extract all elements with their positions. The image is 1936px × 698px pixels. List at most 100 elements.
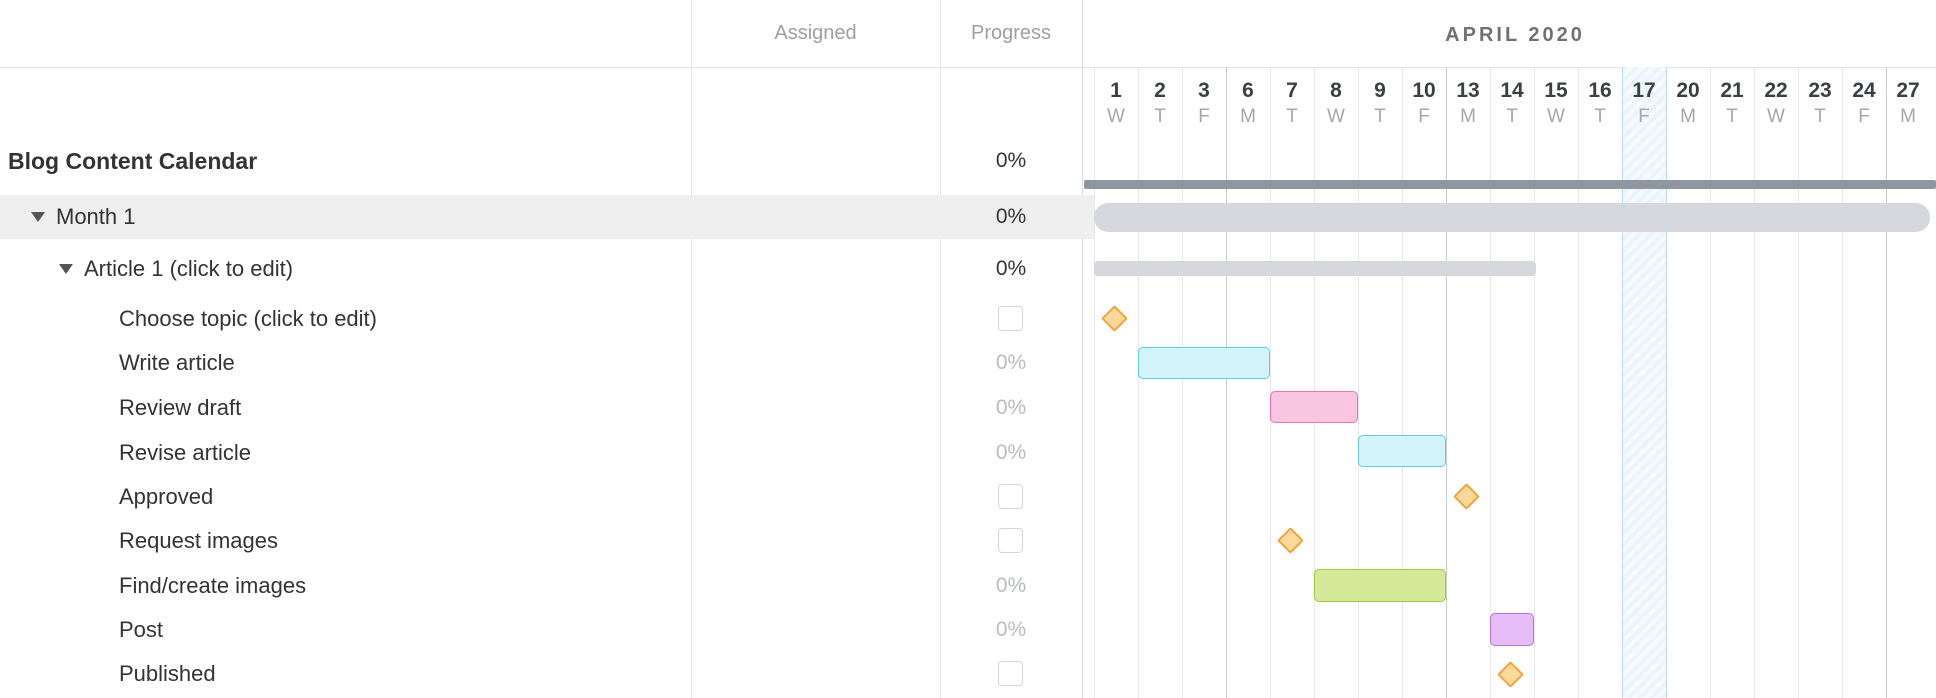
- day-number: 20: [1676, 79, 1700, 102]
- day-weekday: F: [1198, 106, 1210, 127]
- day-number: 24: [1852, 79, 1876, 102]
- progress-value[interactable]: 0%: [995, 618, 1027, 641]
- task-bar-review-draft[interactable]: [1270, 391, 1358, 423]
- header-divider: [0, 67, 1094, 68]
- day-weekday: M: [1680, 106, 1696, 127]
- progress-value[interactable]: 0%: [995, 441, 1027, 464]
- day-header-cell: 23 T: [1798, 78, 1842, 130]
- day-weekday: W: [1547, 106, 1565, 127]
- day-number: 3: [1198, 79, 1210, 102]
- day-number: 23: [1808, 79, 1832, 102]
- today-highlight: [1622, 67, 1667, 698]
- table-row-task[interactable]: Revise article 0%: [0, 431, 1094, 475]
- day-gridline: [1842, 67, 1843, 698]
- task-name[interactable]: Revise article: [119, 440, 252, 465]
- task-name[interactable]: Review draft: [119, 395, 242, 420]
- task-bar-write-article[interactable]: [1138, 347, 1270, 379]
- day-weekday: W: [1767, 106, 1785, 127]
- task-name[interactable]: Write article: [119, 350, 235, 375]
- day-weekday: M: [1900, 106, 1916, 127]
- progress-column-header[interactable]: Progress: [970, 22, 1052, 44]
- day-gridline: [1710, 67, 1711, 698]
- task-name[interactable]: Post: [119, 617, 164, 642]
- collapse-triangle-icon[interactable]: [31, 212, 45, 222]
- task-name[interactable]: Find/create images: [119, 573, 307, 598]
- month-label: APRIL 2020: [1445, 24, 1585, 46]
- table-row-task[interactable]: Review draft 0%: [0, 386, 1094, 430]
- progress-value[interactable]: 0%: [995, 574, 1027, 597]
- table-row-task[interactable]: Choose topic (click to edit): [0, 297, 1094, 341]
- project-name[interactable]: Blog Content Calendar: [8, 148, 258, 174]
- project-summary-bar[interactable]: [1084, 180, 1936, 189]
- month-summary-bar[interactable]: [1094, 203, 1930, 232]
- day-header-cell: 21 T: [1710, 78, 1754, 130]
- day-weekday: W: [1107, 106, 1125, 127]
- header-divider: [1094, 67, 1936, 68]
- group-name[interactable]: Month 1: [56, 204, 136, 229]
- group-name[interactable]: Article 1 (click to edit): [84, 256, 294, 281]
- table-row-project[interactable]: Blog Content Calendar 0%: [0, 139, 1094, 183]
- table-row-month[interactable]: Month 1 0%: [0, 195, 1094, 239]
- day-weekday: F: [1638, 106, 1650, 127]
- table-row-task[interactable]: Request images: [0, 519, 1094, 563]
- table-row-task[interactable]: Find/create images 0%: [0, 564, 1094, 608]
- milestone-checkbox[interactable]: [998, 484, 1023, 509]
- table-row-task[interactable]: Approved: [0, 475, 1094, 519]
- table-row-article[interactable]: Article 1 (click to edit) 0%: [0, 247, 1094, 291]
- day-number: 14: [1500, 79, 1524, 102]
- day-header-cell: 24 F: [1842, 78, 1886, 130]
- table-row-task[interactable]: Post 0%: [0, 608, 1094, 652]
- day-gridline: [1358, 67, 1359, 698]
- progress-value[interactable]: 0%: [995, 351, 1027, 374]
- day-gridline: [1446, 67, 1447, 698]
- task-name[interactable]: Choose topic (click to edit): [119, 306, 377, 331]
- day-weekday: W: [1327, 106, 1345, 127]
- milestone-checkbox[interactable]: [998, 528, 1023, 553]
- day-header-cell: 20 M: [1666, 78, 1710, 130]
- day-number: 22: [1764, 79, 1788, 102]
- column-divider: [1082, 0, 1083, 698]
- day-header-cell: 17 F: [1622, 78, 1666, 130]
- day-gridline: [1534, 67, 1535, 698]
- task-bar-post[interactable]: [1490, 613, 1534, 646]
- assigned-column-header[interactable]: Assigned: [774, 22, 857, 44]
- day-number: 6: [1242, 79, 1254, 102]
- day-gridline: [1402, 67, 1403, 698]
- table-row-task[interactable]: Write article 0%: [0, 341, 1094, 385]
- milestone-diamond[interactable]: [1101, 305, 1128, 332]
- day-number: 21: [1720, 79, 1744, 102]
- collapse-triangle-icon[interactable]: [59, 264, 73, 274]
- day-number: 15: [1544, 79, 1568, 102]
- task-name[interactable]: Request images: [119, 528, 278, 553]
- day-header-cell: 16 T: [1578, 78, 1622, 130]
- timeline-panel: APRIL 2020 1 W 2 T 3 F 6 M 7 T 8 W 9 T 10 F 13 M 14 T 15 W 16 T…: [1084, 0, 1936, 698]
- day-weekday: T: [1814, 106, 1826, 127]
- day-weekday: F: [1418, 106, 1430, 127]
- milestone-checkbox[interactable]: [998, 306, 1023, 331]
- day-header-cell: 27 M: [1886, 78, 1930, 130]
- milestone-diamond[interactable]: [1497, 661, 1524, 688]
- task-name[interactable]: Approved: [119, 484, 214, 509]
- task-bar-revise-article[interactable]: [1358, 435, 1446, 467]
- task-name[interactable]: Published: [119, 661, 216, 686]
- milestone-diamond[interactable]: [1277, 527, 1304, 554]
- milestone-checkbox[interactable]: [998, 661, 1023, 686]
- progress-value: 0%: [995, 205, 1027, 228]
- day-number: 2: [1154, 79, 1166, 102]
- day-header-cell: 14 T: [1490, 78, 1534, 130]
- day-weekday: M: [1460, 106, 1476, 127]
- day-weekday: T: [1506, 106, 1518, 127]
- article-summary-bar[interactable]: [1094, 261, 1536, 276]
- task-bar-find-create-images[interactable]: [1314, 569, 1446, 602]
- milestone-diamond[interactable]: [1453, 483, 1480, 510]
- day-number: 13: [1456, 79, 1480, 102]
- progress-value[interactable]: 0%: [995, 396, 1027, 419]
- day-header-cell: 10 F: [1402, 78, 1446, 130]
- day-number: 27: [1896, 79, 1920, 102]
- table-row-task[interactable]: Published: [0, 652, 1094, 696]
- day-header-cell: 13 M: [1446, 78, 1490, 130]
- day-header-cell: 22 W: [1754, 78, 1798, 130]
